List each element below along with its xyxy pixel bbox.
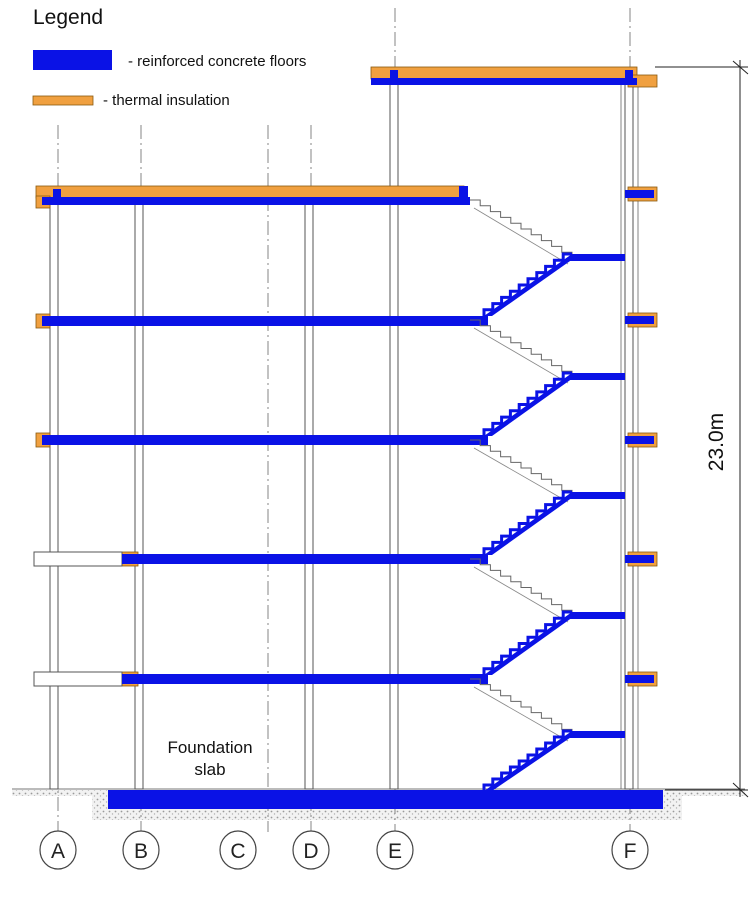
axis-label-d: D: [303, 840, 318, 863]
roof-insulation-upper: [370, 66, 638, 80]
building-height-label: 23.0m: [705, 412, 729, 472]
column-a: [49, 199, 59, 790]
axis-bubble-e: [376, 830, 414, 870]
axis-bubble-d: [292, 830, 330, 870]
axis-label-b: B: [134, 840, 148, 863]
stair-flight-concrete: [484, 492, 580, 555]
foundation-slab: [108, 790, 663, 809]
stair-flight-soffit: [473, 327, 569, 384]
stair-flight-concrete: [484, 612, 580, 675]
stair-flight-concrete: [484, 373, 580, 436]
insulation-swatch-icon: [32, 95, 94, 106]
stair-flight-down: [470, 319, 573, 377]
floor-slab-2: [122, 554, 488, 564]
axis-center-lines: [57, 8, 631, 832]
roof-slab-upper: [371, 78, 637, 85]
stair-steps-concrete: [482, 371, 572, 436]
axis-bubble-f: [611, 830, 649, 870]
stair-flight-soffit: [473, 686, 569, 742]
foundation-label-line2: slab: [194, 760, 226, 779]
axis-label-c: C: [230, 840, 245, 863]
roof-insulation-lower: [35, 185, 465, 199]
staircases: [470, 199, 580, 791]
axis-markers: [39, 830, 649, 870]
stair-flight-concrete: [484, 731, 580, 791]
stair-flight-down: [470, 678, 573, 735]
stair-flight-soffit: [473, 207, 569, 265]
legend-title: Legend: [33, 6, 104, 29]
axis-bubble-c: [219, 830, 257, 870]
column-b: [134, 199, 144, 790]
balcony-stubs: [33, 551, 123, 687]
legend-concrete-label: - reinforced concrete floors: [128, 53, 307, 70]
legend-insulation-label: - thermal insulation: [103, 92, 230, 109]
column-d: [304, 199, 314, 790]
stair-flight-soffit: [473, 566, 569, 623]
axis-label-f: F: [624, 840, 637, 863]
axis-bubble-b: [122, 830, 160, 870]
axis-bubble-a: [39, 830, 77, 870]
stair-flight-down: [470, 199, 573, 258]
concrete-swatch-icon: [33, 50, 112, 70]
height-dimension: [655, 60, 749, 798]
stair-flight-concrete: [484, 254, 580, 316]
stair-steps-concrete: [482, 252, 572, 316]
floor-slab-3: [42, 435, 488, 445]
stair-steps-concrete: [482, 729, 572, 791]
reinforced-concrete-floors: [42, 70, 663, 809]
stair-steps-concrete: [482, 490, 572, 555]
axis-label-e: E: [388, 840, 402, 863]
floor-slab-4: [42, 316, 488, 326]
foundation-label-line1: Foundation: [167, 738, 253, 757]
floor-slab-1: [122, 674, 488, 684]
foundation-slab-label: Foundation slab: [155, 737, 265, 781]
axis-labels: A B C D E F: [51, 840, 636, 863]
axis-label-a: A: [51, 840, 65, 863]
stair-steps-concrete: [482, 610, 572, 675]
stair-flight-soffit: [473, 447, 569, 503]
stair-flight-down: [470, 439, 573, 496]
stair-flight-down: [470, 558, 573, 616]
roof-slab-lower: [42, 197, 470, 205]
